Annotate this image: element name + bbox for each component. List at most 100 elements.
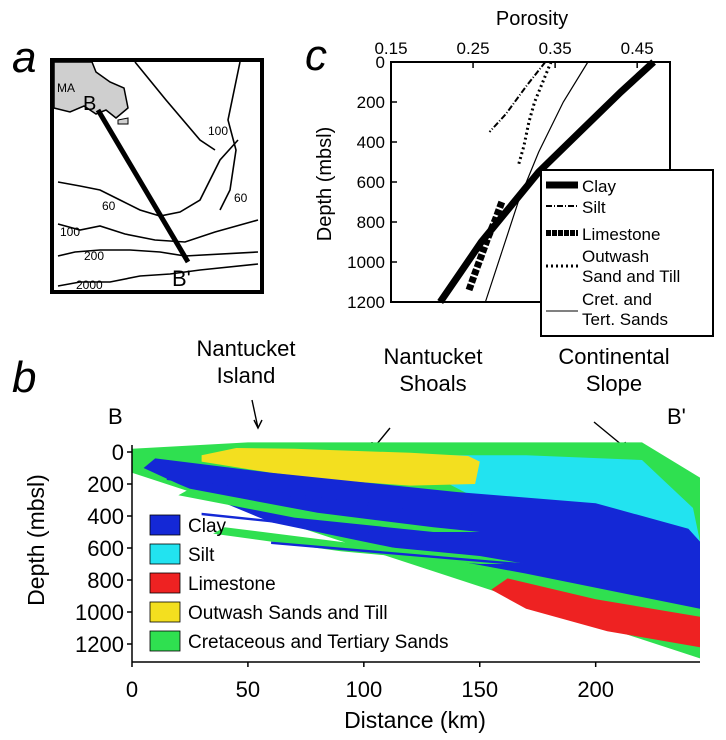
- contour-line: [219, 61, 241, 211]
- unit-clay-stringer: [271, 541, 573, 570]
- island-land: [117, 117, 129, 125]
- x-tick-label: 0: [126, 677, 138, 702]
- annotation-line: Slope: [586, 371, 642, 396]
- contour-line: [57, 249, 259, 257]
- y-tick-label: 1200: [75, 632, 124, 657]
- section-legend: Clay Silt Limestone Outwash Sands and Ti…: [149, 514, 449, 653]
- y-tick-label: 0: [112, 440, 124, 465]
- panel-letter-b: b: [12, 353, 36, 402]
- series-silt: [488, 61, 547, 133]
- y-tick-label: 200: [87, 472, 124, 497]
- y-tick-label: 400: [87, 504, 124, 529]
- legend-label-outwash: Outwash Sand and Till: [582, 247, 680, 286]
- annotation-continental-slope: Continental Slope: [558, 344, 669, 396]
- panel-b-cross-section: b Nantucket Island Nantucket Shoals Contin…: [12, 336, 701, 733]
- arrow-nantucket-island: [251, 399, 259, 429]
- y-tick-label: 800: [87, 568, 124, 593]
- legend-swatch-clay: [149, 514, 181, 536]
- legend-swatch-silt: [149, 543, 181, 565]
- legend-label-clay: Clay: [582, 177, 617, 196]
- contour-line: [57, 219, 259, 243]
- legend-label-silt: Silt: [582, 198, 606, 217]
- legend-label-line: Outwash: [582, 247, 649, 266]
- unit-clay-stringer: [201, 512, 503, 544]
- section-label-bprime: B': [667, 404, 686, 429]
- panel-a-map: a MA B B' 100 60 60 100 200 2000: [12, 33, 264, 294]
- legend-label-clay: Clay: [188, 516, 227, 537]
- porosity-series: [437, 59, 656, 304]
- porosity-y-ticks: 0 200 400 600 800 1000 1200: [347, 53, 397, 312]
- annotation-nantucket-shoals: Nantucket Shoals: [383, 344, 482, 396]
- legend-swatch-limestone: [149, 572, 181, 594]
- x-tick-label: 0.35: [539, 39, 572, 58]
- series-cret-and: [484, 61, 589, 303]
- geologic-units: [132, 442, 701, 659]
- legend-label-cret-tert: Cret. and Tert. Sands: [582, 290, 668, 329]
- x-tick-label: 50: [236, 677, 260, 702]
- porosity-legend: Clay Silt Limestone Outwash Sand and Till…: [540, 169, 714, 337]
- annotation-line: Nantucket: [196, 336, 295, 361]
- distance-x-ticks: 0 50 100 150 200: [126, 662, 614, 702]
- legend-label-limestone: Limestone: [582, 225, 660, 244]
- legend-swatch-cretaceous: [149, 630, 181, 652]
- contour-label: 60: [234, 191, 248, 205]
- massachusetts-land: [53, 61, 129, 119]
- annotation-line: Continental: [558, 344, 669, 369]
- contour-label: 200: [84, 249, 104, 263]
- x-tick-label: 0.15: [374, 39, 407, 58]
- map-state-label: MA: [57, 81, 75, 95]
- arrow-head: [253, 419, 263, 430]
- contour-labels: 100 60 60 100 200 2000: [60, 124, 248, 292]
- depth-y-ticks: 0 200 400 600 800 1000 1200: [75, 440, 132, 657]
- legend-label-silt: Silt: [188, 545, 215, 566]
- x-tick-label: 0.25: [457, 39, 490, 58]
- annotation-line: Shoals: [399, 371, 466, 396]
- y-tick-label: 1200: [347, 293, 385, 312]
- y-tick-label: 1000: [75, 600, 124, 625]
- x-tick-label: 200: [577, 677, 614, 702]
- legend-label-line: Sand and Till: [582, 267, 680, 286]
- distance-axis-title: Distance (km): [344, 707, 486, 733]
- x-tick-label: 0.45: [621, 39, 654, 58]
- map-point-bprime: B': [172, 266, 191, 291]
- legend-label-limestone: Limestone: [188, 574, 276, 595]
- section-label-b: B: [108, 404, 123, 429]
- legend-swatch-outwash: [149, 601, 181, 623]
- depth-axis-title: Depth (mbsl): [23, 474, 49, 606]
- contour-line: [57, 263, 259, 287]
- porosity-x-ticks: 0.15 0.25 0.35 0.45: [374, 39, 654, 68]
- unit-cretaceous: [213, 527, 527, 564]
- porosity-y-axis-title: Depth (mbsl): [314, 127, 336, 241]
- y-tick-label: 600: [87, 536, 124, 561]
- x-tick-label: 100: [345, 677, 382, 702]
- y-tick-label: 800: [357, 213, 385, 232]
- contour-label: 60: [102, 199, 116, 213]
- porosity-axis-title: Porosity: [496, 8, 568, 30]
- series-limestone: [465, 200, 506, 292]
- porosity-legend-box: [540, 169, 714, 337]
- panel-letter-a: a: [12, 33, 36, 82]
- legend-label-cretaceous: Cretaceous and Tertiary Sands: [188, 632, 449, 653]
- x-tick-label: 150: [461, 677, 498, 702]
- contour-label: 100: [208, 124, 228, 138]
- y-tick-label: 200: [357, 93, 385, 112]
- y-tick-label: 1000: [347, 253, 385, 272]
- y-tick-label: 0: [376, 53, 385, 72]
- legend-label-line: Tert. Sands: [582, 310, 668, 329]
- unit-clay: [143, 458, 701, 609]
- annotation-line: Nantucket: [383, 344, 482, 369]
- y-tick-label: 600: [357, 173, 385, 192]
- series-outwash: [516, 61, 553, 167]
- y-tick-label: 400: [357, 133, 385, 152]
- unit-clay-stringer: [166, 477, 480, 516]
- annotation-line: Island: [217, 363, 276, 388]
- contour-label: 100: [60, 225, 80, 239]
- panel-c-porosity-chart: c Porosity Depth (mbsl) 0.15 0.25 0.35 0.45…: [305, 8, 714, 337]
- unit-cretaceous: [178, 488, 480, 532]
- annotation-nantucket-island: Nantucket Island: [196, 336, 295, 388]
- legend-label-outwash: Outwash Sands and Till: [188, 603, 388, 624]
- map-point-b: B: [83, 93, 96, 115]
- contour-line: [57, 139, 239, 217]
- section-line-b-bprime: [95, 108, 191, 264]
